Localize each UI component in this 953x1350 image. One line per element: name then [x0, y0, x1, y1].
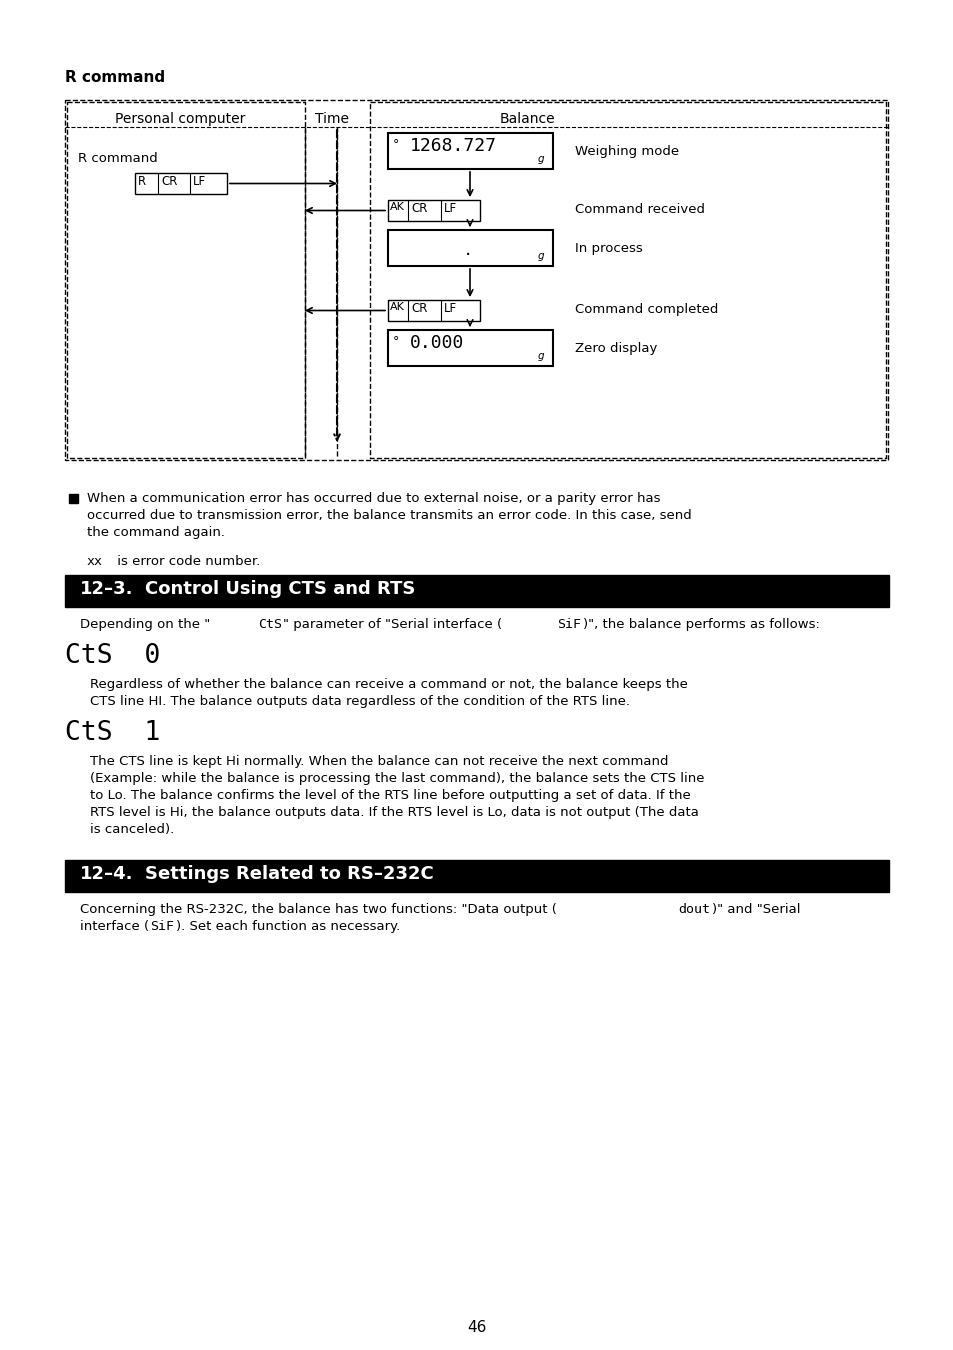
Text: g: g: [537, 251, 544, 261]
Text: ). Set each function as necessary.: ). Set each function as necessary.: [175, 919, 400, 933]
Text: When a communication error has occurred due to external noise, or a parity error: When a communication error has occurred …: [87, 491, 659, 505]
Bar: [65, 860, 888, 892]
Text: to Lo. The balance confirms the level of the RTS line before outputting a set of: to Lo. The balance confirms the level of…: [90, 788, 690, 802]
Text: Weighing mode: Weighing mode: [575, 144, 679, 158]
Text: )", the balance performs as follows:: )", the balance performs as follows:: [582, 618, 819, 630]
Text: 12–4.: 12–4.: [80, 865, 133, 883]
Text: (Example: while the balance is processing the last command), the balance sets th: (Example: while the balance is processin…: [90, 772, 703, 784]
Text: CR: CR: [411, 202, 427, 215]
Text: 1268.727: 1268.727: [410, 136, 497, 155]
Text: 0.000: 0.000: [410, 333, 464, 352]
Text: the command again.: the command again.: [87, 526, 225, 539]
Text: SiF: SiF: [150, 919, 173, 933]
Text: Time: Time: [314, 112, 349, 126]
Text: Zero display: Zero display: [575, 342, 657, 355]
Text: Control Using CTS and RTS: Control Using CTS and RTS: [145, 580, 415, 598]
Bar: [388, 329, 553, 366]
Text: Depending on the ": Depending on the ": [80, 618, 210, 630]
Text: 12–3.: 12–3.: [80, 580, 133, 598]
Text: Concerning the RS-232C, the balance has two functions: "Data output (: Concerning the RS-232C, the balance has …: [80, 903, 557, 917]
Text: 46: 46: [467, 1320, 486, 1335]
Text: )" and "Serial: )" and "Serial: [711, 903, 800, 917]
Text: interface (: interface (: [80, 919, 149, 933]
Text: is canceled).: is canceled).: [90, 824, 174, 836]
Text: CR: CR: [411, 302, 427, 315]
Text: LF: LF: [443, 302, 456, 315]
Text: R: R: [138, 176, 146, 188]
Text: R command: R command: [78, 153, 157, 165]
Text: xx: xx: [87, 555, 103, 568]
Text: g: g: [537, 351, 544, 360]
Bar: [69, 494, 78, 504]
Bar: [135, 173, 227, 194]
Text: AK: AK: [390, 302, 404, 312]
Text: g: g: [537, 154, 544, 163]
Text: R command: R command: [65, 70, 165, 85]
Text: Command completed: Command completed: [575, 302, 718, 316]
Bar: [388, 200, 479, 221]
Text: is error code number.: is error code number.: [112, 555, 260, 568]
Text: dout: dout: [678, 903, 709, 917]
Bar: [388, 300, 479, 321]
Text: SiF: SiF: [557, 618, 580, 630]
Text: AK: AK: [390, 202, 404, 212]
Text: Command received: Command received: [575, 202, 704, 216]
Text: RTS level is Hi, the balance outputs data. If the RTS level is Lo, data is not o: RTS level is Hi, the balance outputs dat…: [90, 806, 699, 819]
Text: Settings Related to RS–232C: Settings Related to RS–232C: [145, 865, 434, 883]
Text: °: °: [393, 138, 399, 151]
Text: CTS line HI. The balance outputs data regardless of the condition of the RTS lin: CTS line HI. The balance outputs data re…: [90, 695, 629, 707]
Text: Balance: Balance: [499, 112, 555, 126]
Text: In process: In process: [575, 242, 642, 255]
Text: Regardless of whether the balance can receive a command or not, the balance keep: Regardless of whether the balance can re…: [90, 678, 687, 691]
Text: CR: CR: [161, 176, 177, 188]
Bar: [65, 575, 888, 608]
Text: CtS  1: CtS 1: [65, 720, 160, 747]
Text: .: .: [464, 240, 471, 259]
Text: occurred due to transmission error, the balance transmits an error code. In this: occurred due to transmission error, the …: [87, 509, 691, 522]
Text: °: °: [393, 335, 399, 348]
Text: Personal computer: Personal computer: [115, 112, 245, 126]
Text: LF: LF: [193, 176, 206, 188]
Text: LF: LF: [443, 202, 456, 215]
Text: " parameter of "Serial interface (: " parameter of "Serial interface (: [283, 618, 501, 630]
Bar: [388, 134, 553, 169]
Text: CtS  0: CtS 0: [65, 643, 160, 670]
Text: The CTS line is kept Hi normally. When the balance can not receive the next comm: The CTS line is kept Hi normally. When t…: [90, 755, 668, 768]
Text: CtS: CtS: [257, 618, 282, 630]
Bar: [388, 230, 553, 266]
